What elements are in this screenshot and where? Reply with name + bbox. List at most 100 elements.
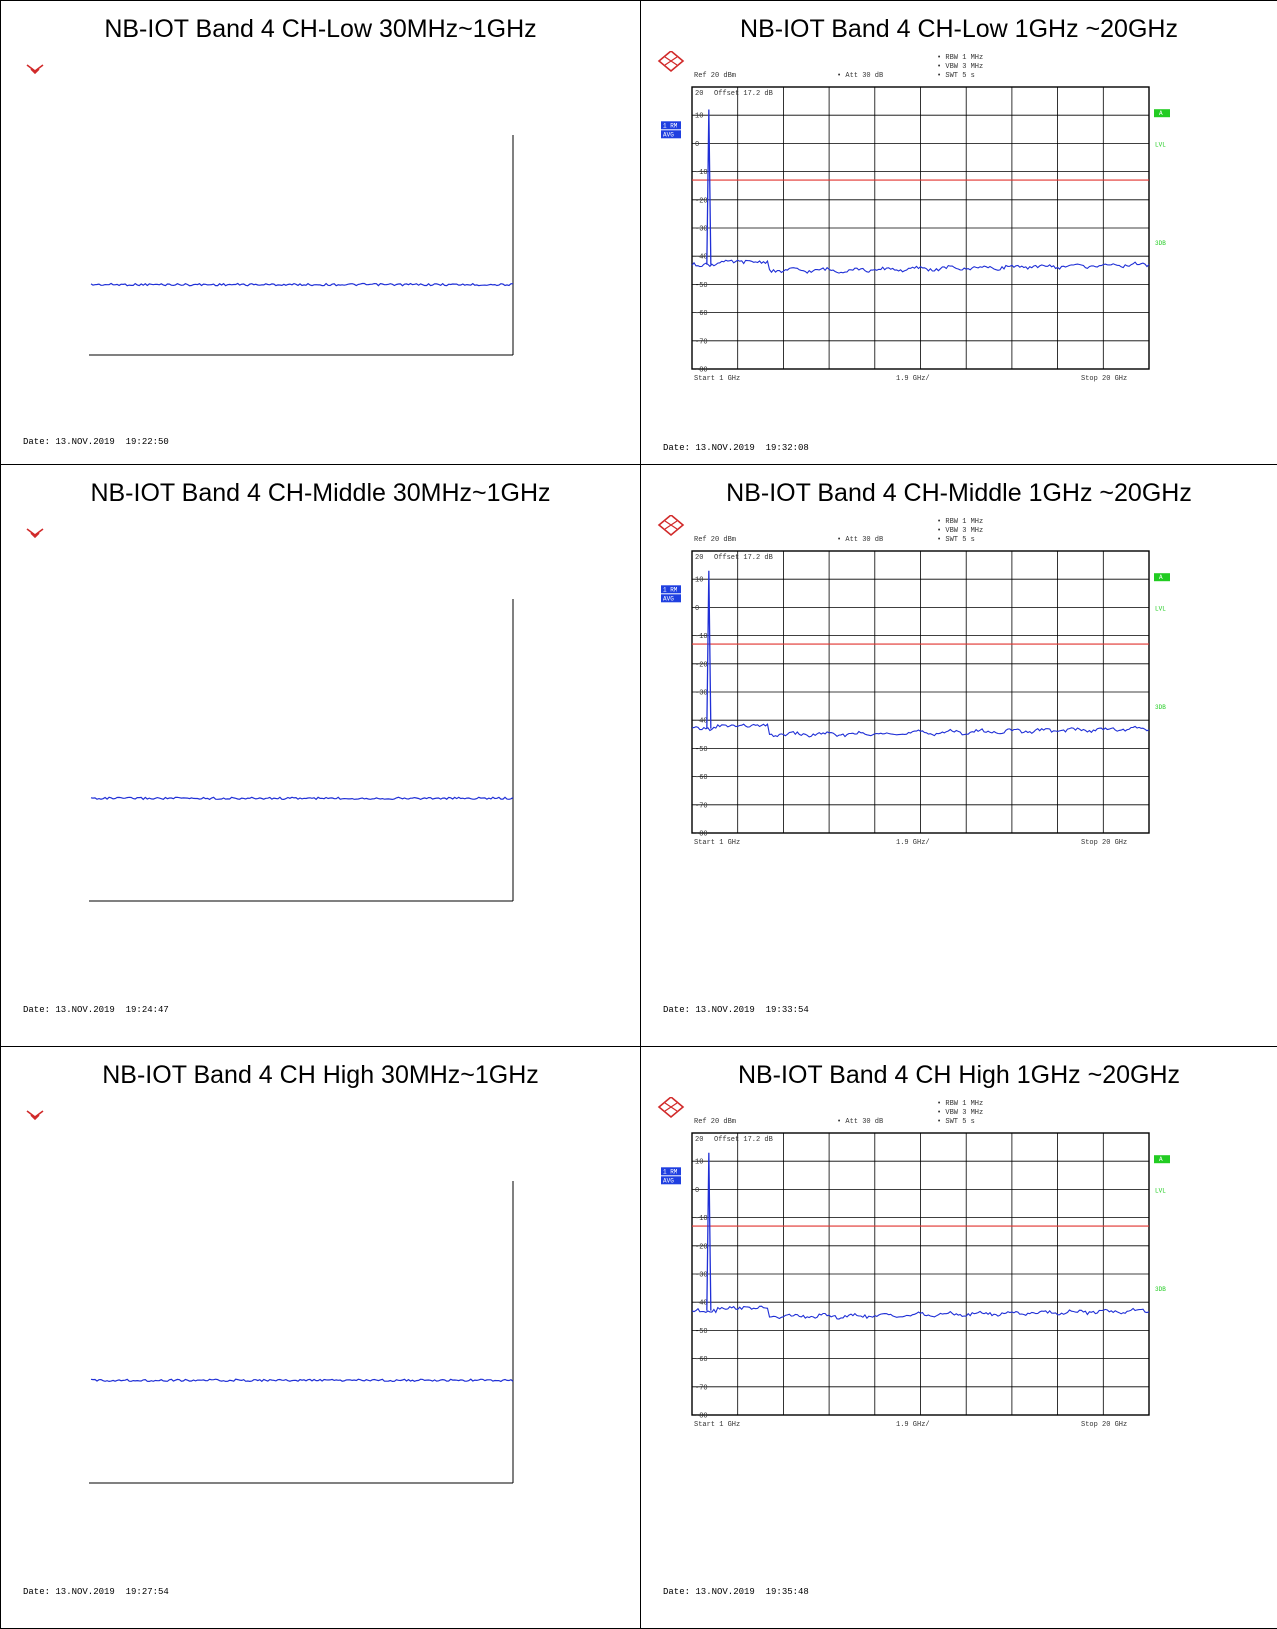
trace-badge-label: 1 RM	[663, 586, 678, 593]
y-tick-label: 10	[695, 577, 703, 585]
y-tick-label: -80	[695, 1413, 708, 1421]
logo-cross-icon	[665, 1103, 677, 1111]
date-stamp: Date: 13.NOV.2019 19:35:48	[663, 1587, 809, 1597]
swt-label: • SWT 5 s	[937, 72, 975, 80]
trace-line	[91, 284, 513, 286]
offset-label: Offset 17.2 dB	[714, 1136, 773, 1144]
swt-label: • SWT 5 s	[937, 1118, 975, 1126]
vbw-label: • VBW 3 MHz	[937, 63, 983, 71]
start-freq-label: Start 1 GHz	[694, 375, 740, 383]
blank-plot	[1, 1097, 641, 1577]
date-stamp: Date: 13.NOV.2019 19:22:50	[23, 437, 169, 447]
date-stamp: Date: 13.NOV.2019 19:32:08	[663, 443, 809, 453]
y-tick-label: -10	[695, 169, 708, 177]
lvl-label: LVL	[1155, 605, 1166, 612]
y-tick-label: -80	[695, 831, 708, 839]
trace-badge-label: 1 RM	[663, 122, 678, 129]
date-stamp: Date: 13.NOV.2019 19:27:54	[23, 1587, 169, 1597]
cell-title: NB-IOT Band 4 CH-Middle 30MHz~1GHz	[1, 475, 640, 511]
cell-1: NB-IOT Band 4 CH-Low 1GHz ~20GHz • RBW 1…	[641, 1, 1277, 465]
y-tick-label: -70	[695, 802, 708, 810]
cell-title: NB-IOT Band 4 CH High 30MHz~1GHz	[1, 1057, 640, 1093]
y-tick-label: -30	[695, 226, 708, 234]
date-stamp: Date: 13.NOV.2019 19:33:54	[663, 1005, 809, 1015]
logo-mark-icon	[27, 1111, 43, 1119]
y-tick-label: 10	[695, 1159, 703, 1167]
blank-plot	[1, 51, 641, 431]
logo-cross-icon	[665, 57, 677, 65]
cell-title: NB-IOT Band 4 CH High 1GHz ~20GHz	[641, 1057, 1277, 1093]
ref-label: Ref 20 dBm	[694, 72, 736, 80]
rbw-label: • RBW 1 MHz	[937, 518, 983, 526]
stop-freq-label: Stop 20 GHz	[1081, 1421, 1127, 1429]
logo-mark-icon	[27, 529, 43, 537]
y-tick-label: -40	[695, 254, 708, 262]
offset-label: Offset 17.2 dB	[714, 90, 773, 98]
y-tick-label: -20	[695, 197, 708, 205]
y-tick-label: -60	[695, 774, 708, 782]
logo-cross-icon	[665, 521, 677, 529]
avg-badge-label: AVG	[663, 595, 674, 602]
span-label: 1.9 GHz/	[896, 1421, 930, 1429]
vbw-label: • VBW 3 MHz	[937, 1109, 983, 1117]
y-tick-label: 0	[695, 141, 699, 149]
start-freq-label: Start 1 GHz	[694, 839, 740, 847]
att-label: • Att 30 dB	[837, 536, 883, 544]
y-tick-label: 0	[695, 1187, 699, 1195]
a-tag-label: A	[1159, 110, 1163, 117]
cell-0: NB-IOT Band 4 CH-Low 30MHz~1GHz Date: 13…	[1, 1, 641, 465]
y-tick-label: 20	[695, 554, 703, 562]
y-tick-label: -60	[695, 1356, 708, 1364]
y-tick-label: -20	[695, 661, 708, 669]
cell-3: NB-IOT Band 4 CH-Middle 1GHz ~20GHz • RB…	[641, 465, 1277, 1047]
span-label: 1.9 GHz/	[896, 375, 930, 383]
rbw-label: • RBW 1 MHz	[937, 1100, 983, 1108]
y-tick-label: -40	[695, 718, 708, 726]
logo-mark-icon	[27, 65, 43, 73]
a-tag-label: A	[1159, 1156, 1163, 1163]
analyzer-plot: • RBW 1 MHz• VBW 3 MHz• SWT 5 s Ref 20 dB…	[641, 515, 1277, 995]
att-label: • Att 30 dB	[837, 1118, 883, 1126]
y-tick-label: -70	[695, 338, 708, 346]
y-tick-label: -50	[695, 282, 708, 290]
y-tick-label: -70	[695, 1384, 708, 1392]
stop-freq-label: Stop 20 GHz	[1081, 375, 1127, 383]
span-label: 1.9 GHz/	[896, 839, 930, 847]
cell-2: NB-IOT Band 4 CH-Middle 30MHz~1GHz Date:…	[1, 465, 641, 1047]
trace-line	[91, 1379, 513, 1381]
start-freq-label: Start 1 GHz	[694, 1421, 740, 1429]
y-tick-label: 0	[695, 605, 699, 613]
ref-label: Ref 20 dBm	[694, 536, 736, 544]
att-label: • Att 30 dB	[837, 72, 883, 80]
stop-freq-label: Stop 20 GHz	[1081, 839, 1127, 847]
tdf-label: 3DB	[1155, 240, 1166, 247]
y-tick-label: -30	[695, 1272, 708, 1280]
swt-label: • SWT 5 s	[937, 536, 975, 544]
ref-label: Ref 20 dBm	[694, 1118, 736, 1126]
y-tick-label: -50	[695, 1328, 708, 1336]
vbw-label: • VBW 3 MHz	[937, 527, 983, 535]
y-tick-label: -20	[695, 1243, 708, 1251]
cell-title: NB-IOT Band 4 CH-Middle 1GHz ~20GHz	[641, 475, 1277, 511]
avg-badge-label: AVG	[663, 131, 674, 138]
y-tick-label: 10	[695, 113, 703, 121]
y-tick-label: -40	[695, 1300, 708, 1308]
date-stamp: Date: 13.NOV.2019 19:24:47	[23, 1005, 169, 1015]
cell-4: NB-IOT Band 4 CH High 30MHz~1GHz Date: 1…	[1, 1047, 641, 1629]
analyzer-plot: • RBW 1 MHz• VBW 3 MHz• SWT 5 s Ref 20 dB…	[641, 1097, 1277, 1577]
avg-badge-label: AVG	[663, 1177, 674, 1184]
lvl-label: LVL	[1155, 141, 1166, 148]
tdf-label: 3DB	[1155, 704, 1166, 711]
analyzer-plot: • RBW 1 MHz• VBW 3 MHz• SWT 5 s Ref 20 dB…	[641, 51, 1277, 441]
trace-line	[91, 797, 513, 799]
cell-5: NB-IOT Band 4 CH High 1GHz ~20GHz • RBW …	[641, 1047, 1277, 1629]
lvl-label: LVL	[1155, 1187, 1166, 1194]
a-tag-label: A	[1159, 574, 1163, 581]
rbw-label: • RBW 1 MHz	[937, 54, 983, 62]
y-tick-label: -80	[695, 367, 708, 375]
offset-label: Offset 17.2 dB	[714, 554, 773, 562]
cell-title: NB-IOT Band 4 CH-Low 30MHz~1GHz	[1, 11, 640, 47]
y-tick-label: 20	[695, 90, 703, 98]
y-tick-label: -30	[695, 690, 708, 698]
